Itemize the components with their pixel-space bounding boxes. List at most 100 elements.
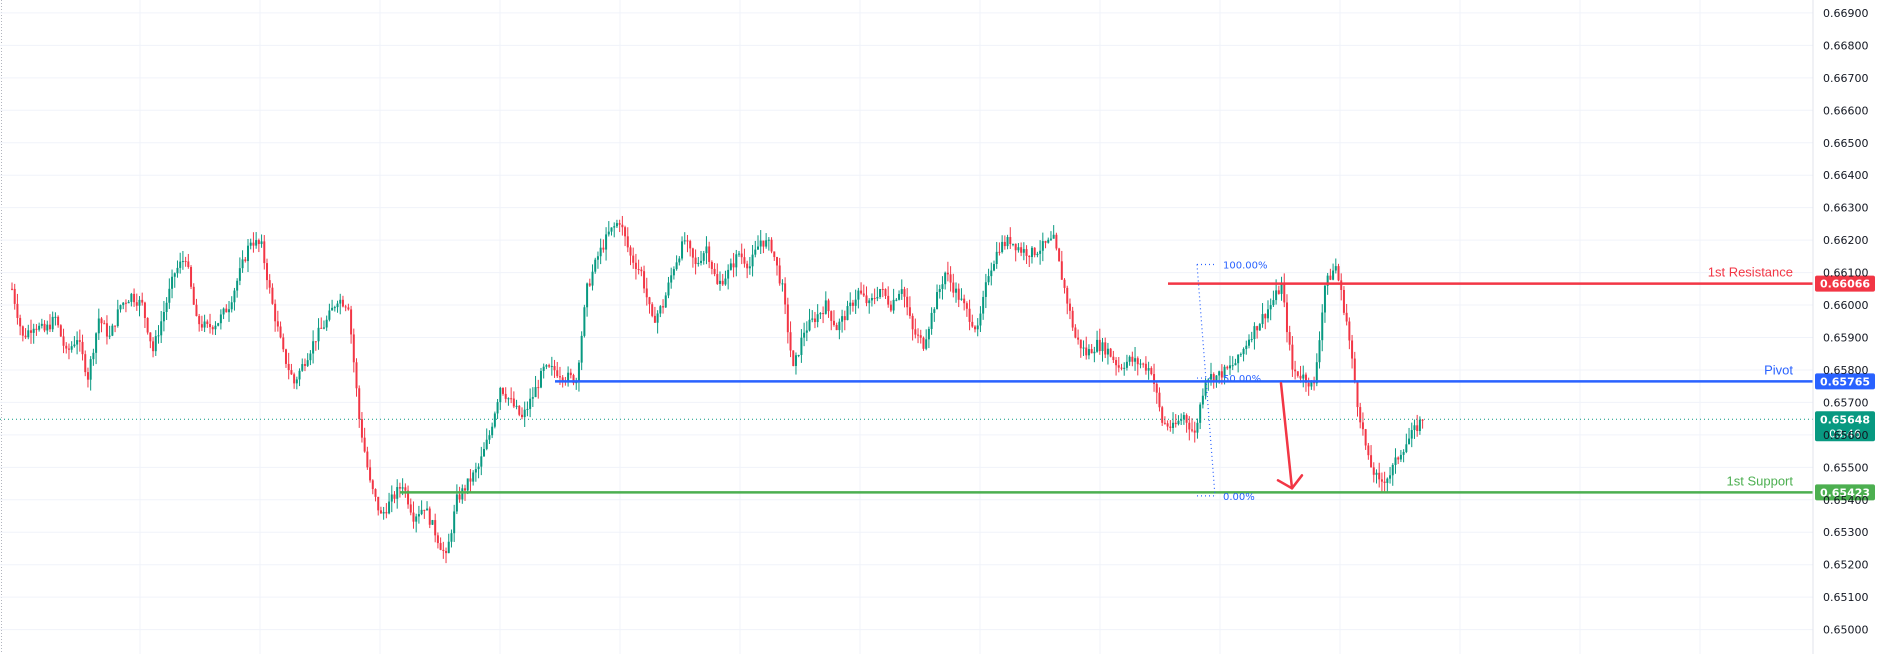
candle[interactable] (374, 488, 377, 502)
candle[interactable] (1231, 356, 1234, 371)
candle[interactable] (306, 353, 309, 368)
candle[interactable] (54, 312, 57, 326)
candle[interactable] (195, 298, 198, 317)
candle[interactable] (531, 387, 534, 407)
candle[interactable] (173, 272, 176, 288)
candle[interactable] (740, 243, 743, 265)
candle[interactable] (895, 297, 898, 302)
candle[interactable] (1356, 381, 1359, 417)
candle[interactable] (583, 304, 586, 338)
candle[interactable] (946, 261, 949, 282)
candle[interactable] (222, 307, 225, 320)
candle[interactable] (382, 506, 385, 520)
candle[interactable] (249, 238, 252, 250)
candle[interactable] (480, 446, 483, 476)
candle[interactable] (786, 297, 789, 344)
candle[interactable] (618, 219, 621, 233)
candle[interactable] (1058, 247, 1061, 262)
candle[interactable] (748, 257, 751, 275)
candle[interactable] (645, 277, 648, 306)
candle[interactable] (455, 484, 458, 515)
candle[interactable] (477, 463, 480, 479)
candle[interactable] (219, 309, 222, 330)
candle[interactable] (816, 304, 819, 328)
candle[interactable] (594, 257, 597, 274)
candle[interactable] (906, 288, 909, 316)
candle[interactable] (694, 249, 697, 275)
candle[interactable] (767, 237, 770, 251)
candle[interactable] (832, 310, 835, 327)
candle[interactable] (648, 296, 651, 314)
candle[interactable] (775, 256, 778, 276)
candle[interactable] (1166, 420, 1169, 431)
candle[interactable] (917, 328, 920, 344)
candle[interactable] (152, 337, 155, 358)
candle[interactable] (24, 328, 27, 340)
candle[interactable] (360, 412, 363, 443)
candle[interactable] (43, 320, 46, 333)
candle[interactable] (1052, 225, 1055, 239)
candle[interactable] (436, 532, 439, 549)
candle[interactable] (1353, 351, 1356, 384)
candle[interactable] (116, 299, 119, 328)
bearish-arrow-icon[interactable] (1276, 382, 1304, 490)
candle[interactable] (1280, 276, 1283, 301)
candle[interactable] (1199, 402, 1202, 430)
candle[interactable] (529, 388, 532, 418)
candle[interactable] (1120, 363, 1123, 371)
candle[interactable] (1131, 351, 1134, 367)
candle[interactable] (431, 519, 434, 525)
candle[interactable] (1144, 356, 1147, 375)
candle[interactable] (81, 334, 84, 361)
candle[interactable] (724, 270, 727, 286)
candle[interactable] (797, 354, 800, 358)
candle[interactable] (808, 308, 811, 332)
candle[interactable] (1402, 449, 1405, 463)
candle[interactable] (908, 296, 911, 319)
candle[interactable] (979, 306, 982, 332)
candle[interactable] (1302, 365, 1305, 388)
candle[interactable] (765, 233, 768, 249)
candle[interactable] (434, 513, 437, 543)
candle[interactable] (84, 350, 87, 377)
candle[interactable] (1378, 462, 1381, 488)
candle[interactable] (827, 298, 830, 318)
candle[interactable] (472, 470, 475, 486)
candle[interactable] (341, 295, 344, 308)
candle[interactable] (1109, 347, 1112, 358)
candle[interactable] (819, 312, 822, 319)
candle[interactable] (287, 352, 290, 380)
candle[interactable] (1063, 278, 1066, 294)
candle[interactable] (1296, 371, 1299, 378)
candle[interactable] (1364, 428, 1367, 450)
candle[interactable] (640, 266, 643, 277)
candle[interactable] (458, 486, 461, 503)
candle[interactable] (483, 442, 486, 457)
candle[interactable] (439, 537, 442, 551)
candle[interactable] (78, 329, 81, 352)
candle[interactable] (857, 287, 860, 309)
candle[interactable] (190, 265, 193, 290)
candle[interactable] (781, 279, 784, 292)
candle[interactable] (1269, 298, 1272, 321)
candle[interactable] (1375, 469, 1378, 484)
candle[interactable] (48, 314, 51, 332)
candle[interactable] (1418, 416, 1421, 435)
candle[interactable] (1313, 376, 1316, 391)
candle[interactable] (914, 318, 917, 339)
candle[interactable] (884, 288, 887, 300)
candle[interactable] (556, 361, 559, 378)
candle[interactable] (496, 399, 499, 419)
candle[interactable] (621, 215, 624, 236)
candle[interactable] (1318, 331, 1321, 369)
candle[interactable] (968, 299, 971, 331)
candle[interactable] (225, 304, 228, 313)
candle[interactable] (678, 256, 681, 266)
fib-retracement[interactable]: 100.00% 50.00% 0.00% (1196, 260, 1268, 503)
price-levels[interactable]: 1st Resistance 0.66066 Pivot 0.65765 1st Sup… (0, 265, 1875, 501)
candle[interactable] (572, 373, 575, 386)
candle[interactable] (1174, 414, 1177, 428)
candle[interactable] (1299, 365, 1302, 383)
candle[interactable] (1049, 231, 1052, 242)
candle[interactable] (1285, 294, 1288, 343)
